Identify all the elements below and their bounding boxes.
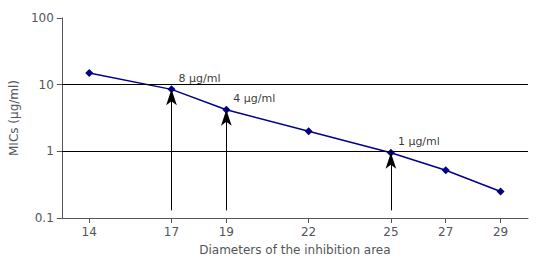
svg-text:1: 1 [46,144,54,158]
svg-text:4 μg/ml: 4 μg/ml [233,92,275,105]
svg-text:8 μg/ml: 8 μg/ml [178,72,220,85]
svg-text:1 μg/ml: 1 μg/ml [398,135,440,148]
svg-text:14: 14 [82,225,97,239]
svg-text:0.1: 0.1 [35,211,54,225]
svg-text:25: 25 [383,225,398,239]
svg-text:29: 29 [493,225,508,239]
svg-text:19: 19 [219,225,234,239]
svg-text:17: 17 [164,225,179,239]
svg-text:100: 100 [31,11,54,25]
svg-text:10: 10 [39,78,54,92]
svg-text:27: 27 [438,225,453,239]
svg-text:Diameters of the inhibition ar: Diameters of the inhibition area [199,243,390,257]
svg-text:MICs (μg/ml): MICs (μg/ml) [7,80,21,156]
svg-text:22: 22 [301,225,316,239]
